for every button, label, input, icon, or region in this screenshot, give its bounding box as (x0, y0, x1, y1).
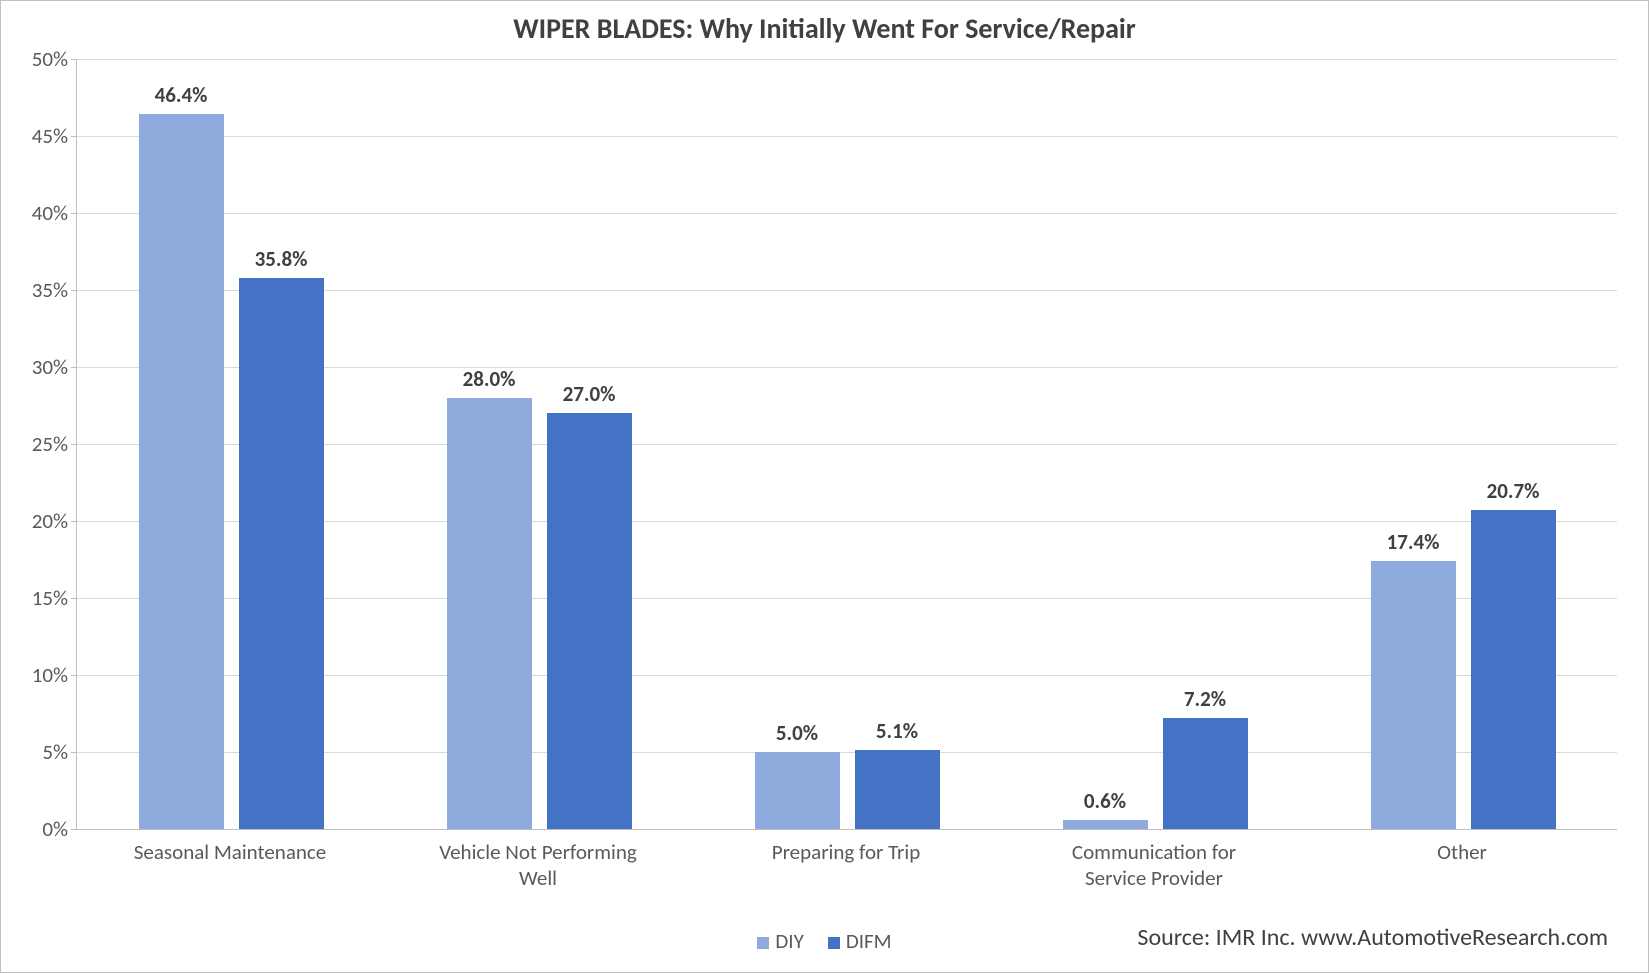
x-axis-category-label: Communication forService Provider (1015, 839, 1292, 892)
legend-swatch (757, 937, 769, 949)
x-axis-category-label: Other (1323, 839, 1600, 865)
x-axis-category-label: Seasonal Maintenance (91, 839, 368, 865)
bar-value-label: 28.0% (463, 366, 516, 392)
legend-swatch (828, 937, 840, 949)
y-axis-tick-label: 50% (8, 46, 68, 72)
gridline (77, 136, 1617, 137)
bar-value-label: 35.8% (255, 246, 308, 272)
bar (1371, 561, 1456, 829)
bar (239, 278, 324, 829)
y-axis-tick-mark (71, 829, 76, 830)
y-axis-tick-label: 5% (8, 739, 68, 765)
y-axis-tick-mark (71, 367, 76, 368)
y-axis-tick-mark (71, 675, 76, 676)
y-axis-tick-label: 0% (8, 816, 68, 842)
y-axis-tick-label: 35% (8, 277, 68, 303)
y-axis-tick-mark (71, 752, 76, 753)
y-axis-tick-label: 45% (8, 123, 68, 149)
bar-value-label: 17.4% (1387, 529, 1440, 555)
gridline (77, 59, 1617, 60)
bar (855, 750, 940, 829)
bar-value-label: 20.7% (1487, 478, 1540, 504)
chart-title: WIPER BLADES: Why Initially Went For Ser… (1, 11, 1648, 46)
bar-value-label: 5.0% (776, 720, 818, 746)
y-axis-tick-label: 10% (8, 662, 68, 688)
x-axis-category-label: Vehicle Not PerformingWell (399, 839, 676, 892)
bar (1471, 510, 1556, 829)
y-axis-tick-mark (71, 598, 76, 599)
bar-value-label: 27.0% (563, 381, 616, 407)
bar-value-label: 7.2% (1184, 686, 1226, 712)
legend-label: DIY (775, 928, 803, 954)
bar-value-label: 5.1% (876, 718, 918, 744)
bar (139, 114, 224, 829)
y-axis-tick-label: 20% (8, 508, 68, 534)
legend-item: DIY (757, 928, 803, 954)
y-axis-tick-label: 30% (8, 354, 68, 380)
y-axis-tick-mark (71, 136, 76, 137)
y-axis-tick-mark (71, 521, 76, 522)
y-axis-tick-label: 15% (8, 585, 68, 611)
x-axis-category-label: Preparing for Trip (707, 839, 984, 865)
bar (447, 398, 532, 829)
gridline (77, 213, 1617, 214)
bar (755, 752, 840, 829)
chart-container: WIPER BLADES: Why Initially Went For Ser… (0, 0, 1649, 973)
y-axis-tick-label: 40% (8, 200, 68, 226)
y-axis-tick-mark (71, 213, 76, 214)
y-axis-tick-mark (71, 444, 76, 445)
plot-area: 46.4% 35.8% 28.0% 27.0% 5.0% 5.1% 0.6% 7.2% 17.4… (76, 59, 1617, 830)
bar-value-label: 0.6% (1084, 788, 1126, 814)
legend-item: DIFM (828, 928, 892, 954)
y-axis-tick-mark (71, 290, 76, 291)
bar (1163, 718, 1248, 829)
source-attribution: Source: IMR Inc. www.AutomotiveResearch.… (1137, 923, 1608, 952)
bar (1063, 820, 1148, 829)
y-axis-tick-mark (71, 59, 76, 60)
bar (547, 413, 632, 829)
legend-label: DIFM (846, 928, 892, 954)
bar-value-label: 46.4% (155, 82, 208, 108)
y-axis-tick-label: 25% (8, 431, 68, 457)
